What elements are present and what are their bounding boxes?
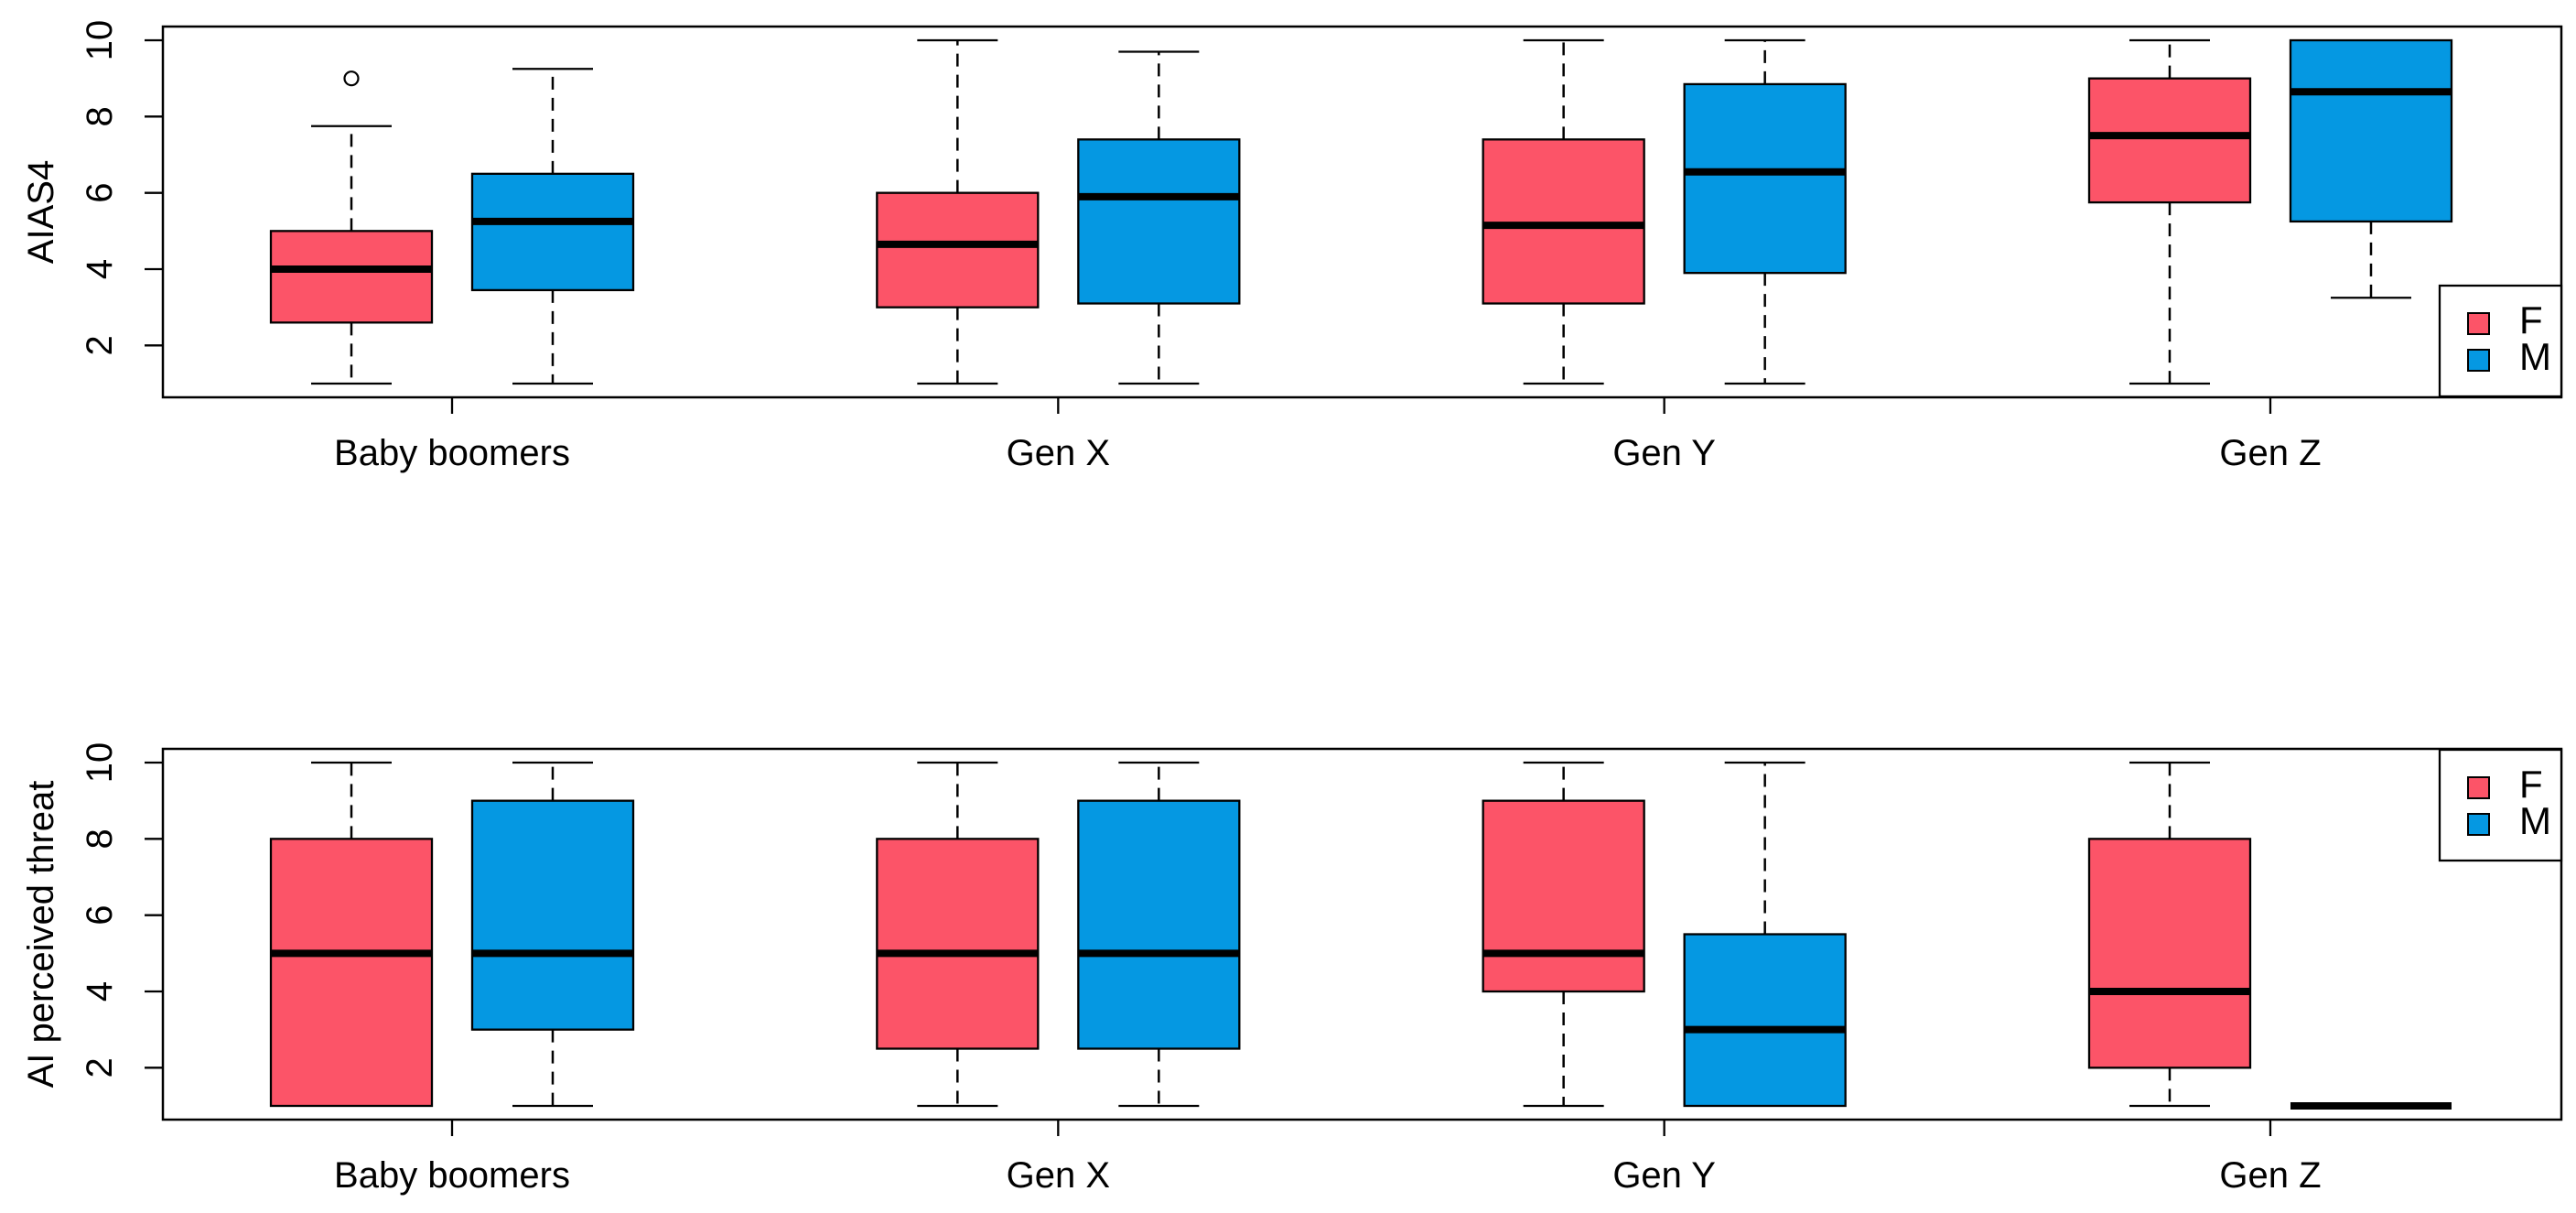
x-axis-label-gen-x: Gen X [1007,1155,1110,1196]
panel-aias4: 2 4 6 8 10 AIAS4 Baby boomers Gen X Gen Y Gen Z FM [21,20,2563,473]
box-f-baby-boomers [269,70,434,385]
box-f-baby-boomers [269,761,434,1108]
box-m-gen-y [1683,761,1847,1108]
x-axis-label-gen-z: Gen Z [2219,1155,2321,1196]
legend-swatch-m [2467,349,2490,372]
legend: FM [2438,284,2563,398]
box-m-baby-boomers [470,68,635,385]
box-f-gen-z [2087,38,2252,385]
y-axis-tick-label: 10 [80,20,120,61]
legend-label-f: F [2519,298,2543,341]
box-f-gen-x [876,38,1040,385]
y-axis-tick-label: 8 [80,829,120,849]
x-axis-label-gen-y: Gen Y [1612,1155,1716,1196]
plot-border [161,747,2563,1121]
box-f-gen-y [1482,38,1645,385]
box-m-baby-boomers [470,761,635,1108]
box-f-gen-z [2087,761,2252,1108]
y-axis-title: AI perceived threat [21,781,61,1088]
iqr-box [1077,138,1241,305]
x-axis-label-baby-boomers: Baby boomers [334,433,570,473]
iqr-box [1683,82,1847,275]
legend-swatch-f [2467,776,2490,799]
iqr-box [2289,38,2453,223]
x-axis-label-gen-z: Gen Z [2219,433,2321,473]
iqr-box [876,838,1040,1050]
iqr-box [470,172,635,292]
y-axis-tick-label: 6 [80,183,120,203]
legend-label-m: M [2519,335,2551,378]
iqr-box [269,838,434,1108]
y-axis-title: AIAS4 [21,160,61,264]
y-axis-tick-label: 10 [80,742,120,784]
box-m-gen-z [2289,38,2453,299]
legend: FM [2438,748,2563,862]
legend-label-m: M [2519,799,2551,842]
x-axis-label-baby-boomers: Baby boomers [334,1155,570,1196]
legend-box [2438,748,2563,862]
plot-border [161,25,2563,399]
box-m-gen-y [1683,38,1847,385]
box-m-gen-x [1077,50,1241,385]
y-axis-tick-label: 2 [80,335,120,355]
box-m-gen-x [1077,761,1241,1108]
panel-ai-perceived-threat: 2 4 6 8 10 AI perceived threat Baby boomers Gen… [21,742,2563,1196]
iqr-box [1482,799,1645,993]
x-axis-label-gen-y: Gen Y [1612,433,1716,473]
box-f-gen-y [1482,761,1645,1108]
x-axis-label-gen-x: Gen X [1007,433,1110,473]
y-axis-tick-label: 8 [80,106,120,126]
iqr-box [1683,933,1847,1108]
iqr-box [470,799,635,1031]
legend-box [2438,284,2563,398]
iqr-box [269,230,434,324]
y-axis-tick-label: 4 [80,259,120,279]
iqr-box [2087,838,2252,1069]
iqr-box [1482,138,1645,305]
iqr-box [2087,77,2252,204]
y-axis-tick-label: 2 [80,1057,120,1078]
y-axis-tick-label: 4 [80,981,120,1002]
iqr-box [1077,799,1241,1050]
iqr-box [876,191,1040,309]
legend-label-f: F [2519,763,2543,806]
y-axis-tick-label: 6 [80,905,120,926]
legend-swatch-m [2467,813,2490,836]
legend-swatch-f [2467,312,2490,335]
outlier-point [343,70,360,87]
box-f-gen-x [876,761,1040,1108]
